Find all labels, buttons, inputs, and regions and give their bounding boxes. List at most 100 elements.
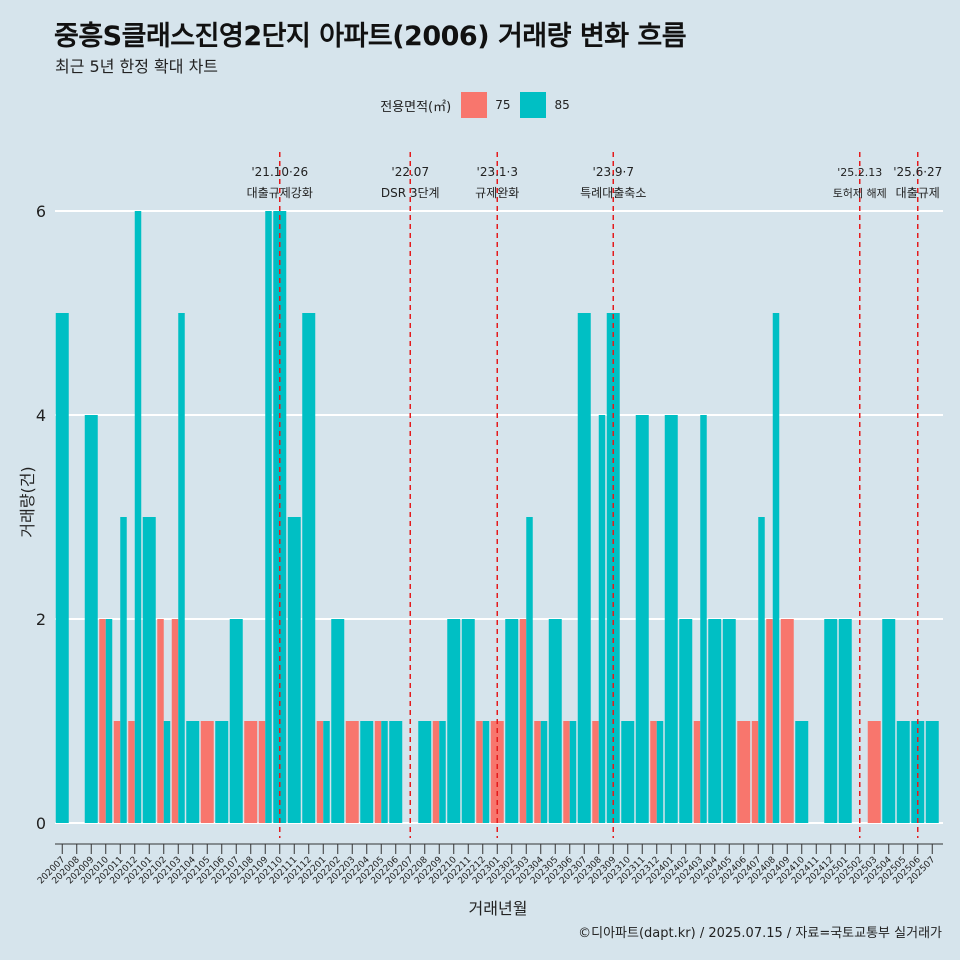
bar-85-202405 — [722, 619, 736, 823]
bar-75-202503 — [867, 721, 881, 823]
bar-85-202402 — [679, 619, 693, 823]
legend-label-75: 75 — [495, 98, 511, 112]
x-axis: 2020072020082020092020102020112020122021… — [36, 843, 943, 886]
bar-85-202302 — [505, 619, 519, 823]
bar-75-202011 — [113, 721, 121, 823]
bar-75-202303 — [519, 619, 527, 823]
bar-85-202209 — [439, 721, 446, 823]
bar-85-202305 — [548, 619, 562, 823]
bar-85-202109 — [265, 211, 272, 823]
event-label: DSR 3단계 — [381, 186, 440, 200]
bar-75-202103 — [171, 619, 179, 823]
bar-75-202403 — [693, 721, 701, 823]
bar-75-202408 — [766, 619, 773, 823]
legend: 전용면적(㎡) 75 85 — [0, 92, 960, 118]
bar-75-202209 — [432, 721, 440, 823]
bar-85-202506 — [911, 721, 925, 823]
bar-75-202409 — [780, 619, 794, 823]
bar-85-202310 — [621, 721, 635, 823]
bar-85-202102 — [163, 721, 171, 823]
bar-75-202406 — [737, 721, 751, 823]
bar-75-202306 — [563, 721, 570, 823]
bar-85-202012 — [134, 211, 142, 823]
event-date: '23.9·7 — [593, 165, 634, 179]
y-tick-label: 0 — [36, 814, 46, 833]
bar-85-202505 — [896, 721, 910, 823]
bar-85-202507 — [925, 721, 939, 823]
y-axis-label: 거래량(건) — [18, 466, 37, 537]
event-date: '25.2.13 — [837, 166, 882, 179]
y-axis: 0 2 4 6 — [36, 202, 46, 833]
bar-85-202202 — [331, 619, 345, 823]
bar-85-202011 — [120, 517, 127, 823]
bar-75-202205 — [374, 721, 382, 823]
bar-85-202208 — [418, 721, 432, 823]
bar-85-202307 — [577, 313, 591, 823]
bar-85-202404 — [708, 619, 722, 823]
bar-85-202308 — [598, 415, 606, 823]
bar-75-202312 — [650, 721, 657, 823]
bar-85-202106 — [215, 721, 229, 823]
bar-85-202101 — [142, 517, 156, 823]
bar-85-202312 — [656, 721, 664, 823]
bar-85-202407 — [758, 517, 765, 823]
bar-85-202009 — [84, 415, 98, 823]
bar-75-202108 — [244, 721, 258, 823]
bar-75-202012 — [128, 721, 135, 823]
bar-85-202210 — [447, 619, 461, 823]
bar-75-202308 — [592, 721, 599, 823]
y-tick-label: 4 — [36, 406, 46, 425]
event-date: '25.6·27 — [893, 165, 942, 179]
event-label: 규제완화 — [475, 186, 519, 200]
bar-85-202304 — [540, 721, 548, 823]
bar-85-202504 — [882, 619, 896, 823]
bar-85-202401 — [664, 415, 678, 823]
event-label: 대출규제강화 — [247, 186, 313, 200]
bar-85-202410 — [795, 721, 809, 823]
bar-85-202303 — [526, 517, 533, 823]
bar-75-202203 — [345, 721, 359, 823]
bar-85-202204 — [360, 721, 374, 823]
event-date: '21.10·26 — [251, 165, 308, 179]
bar-85-202408 — [772, 313, 780, 823]
bar-85-202201 — [323, 721, 330, 823]
bar-85-202311 — [635, 415, 649, 823]
event-label: 토허제 해제 — [833, 186, 887, 200]
bar-85-202206 — [389, 721, 403, 823]
bar-85-202211 — [461, 619, 475, 823]
bar-85-202403 — [700, 415, 707, 823]
bar-85-202412 — [824, 619, 838, 823]
legend-label-85: 85 — [554, 98, 570, 112]
legend-key-75 — [461, 92, 488, 118]
caption: ©디아파트(dapt.kr) / 2025.07.15 / 자료=국토교통부 실… — [578, 926, 942, 941]
y-tick-label: 6 — [36, 202, 46, 221]
bar-75-202010 — [99, 619, 106, 823]
bar-75-202407 — [751, 721, 759, 823]
legend-title: 전용면적(㎡) — [380, 99, 452, 115]
bar-85-202212 — [482, 721, 490, 823]
bar-85-202007 — [55, 313, 69, 823]
bar-85-202104 — [186, 721, 200, 823]
chart-subtitle: 최근 5년 한정 확대 차트 — [55, 57, 219, 76]
bar-85-202103 — [178, 313, 185, 823]
x-axis-label: 거래년월 — [469, 899, 528, 918]
bar-75-202109 — [258, 721, 266, 823]
bar-75-202201 — [316, 721, 324, 823]
bar-75-202105 — [200, 721, 214, 823]
event-markers: '21.10·26 대출규제강화 '22.07 DSR 3단계 '23.1·3 규제완화 '… — [247, 152, 942, 838]
bar-85-202010 — [105, 619, 113, 823]
event-label: 특례대출축소 — [580, 186, 646, 200]
bars — [55, 211, 939, 823]
legend-key-85 — [520, 92, 547, 118]
bar-85-202306 — [569, 721, 577, 823]
bar-85-202107 — [229, 619, 243, 823]
bar-85-202205 — [381, 721, 388, 823]
event-date: '23.1·3 — [477, 165, 518, 179]
bar-85-202111 — [287, 517, 301, 823]
bar-85-202112 — [302, 313, 316, 823]
y-tick-label: 2 — [36, 610, 46, 629]
bar-75-202102 — [157, 619, 164, 823]
bar-75-202212 — [476, 721, 483, 823]
bar-75-202304 — [534, 721, 541, 823]
